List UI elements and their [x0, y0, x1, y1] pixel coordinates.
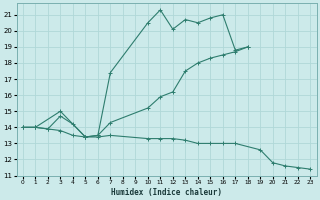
- X-axis label: Humidex (Indice chaleur): Humidex (Indice chaleur): [111, 188, 222, 197]
